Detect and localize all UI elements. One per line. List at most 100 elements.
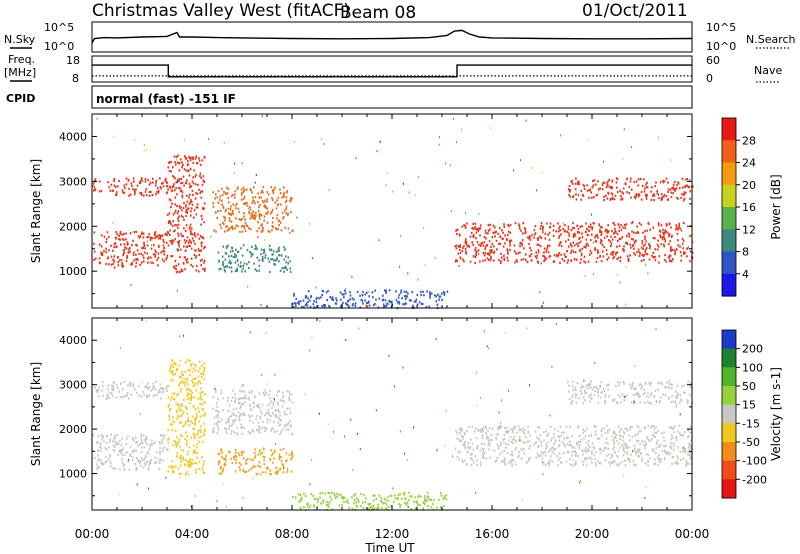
- noise-cell: [526, 327, 528, 330]
- echo-cell: [617, 223, 620, 226]
- echo-cell: [440, 494, 443, 497]
- echo-cell: [217, 416, 220, 419]
- echo-cell: [234, 190, 237, 193]
- noise-cell: [257, 236, 259, 239]
- echo-cell: [619, 381, 621, 384]
- echo-cell: [340, 298, 342, 301]
- echo-cell: [111, 394, 114, 397]
- echo-cell: [471, 458, 474, 461]
- echo-cell: [614, 235, 616, 239]
- noise-cell: [266, 382, 268, 385]
- echo-cell: [224, 252, 227, 255]
- noise-cell: [458, 264, 460, 267]
- echo-cell: [198, 188, 200, 191]
- noise-cell: [478, 212, 480, 215]
- echo-cell: [472, 235, 475, 238]
- echo-cell: [252, 196, 254, 199]
- echo-cell: [646, 436, 648, 439]
- echo-cell: [594, 239, 597, 242]
- echo-cell: [321, 293, 323, 297]
- echo-cell: [475, 427, 477, 430]
- echo-cell: [135, 261, 138, 264]
- echo-cell: [240, 188, 243, 191]
- noise-cell: [283, 467, 285, 470]
- echo-cell: [203, 460, 205, 463]
- echo-cell: [165, 241, 168, 244]
- noise-cell: [194, 494, 196, 497]
- echo-cell: [519, 251, 521, 254]
- echo-cell: [623, 442, 626, 445]
- echo-cell: [409, 495, 411, 498]
- freq-strip-frame: [91, 55, 693, 83]
- echo-cell: [244, 401, 246, 404]
- echo-cell: [146, 382, 149, 385]
- echo-cell: [583, 187, 586, 190]
- echo-cell: [221, 470, 224, 473]
- echo-cell: [608, 185, 611, 188]
- echo-cell: [224, 464, 227, 467]
- echo-cell: [507, 223, 509, 226]
- echo-cell: [216, 196, 219, 199]
- echo-cell: [198, 159, 201, 162]
- colorbar-tick-label: 50: [742, 380, 756, 393]
- echo-cell: [494, 460, 496, 463]
- echo-cell: [464, 446, 467, 449]
- echo-cell: [331, 508, 334, 511]
- echo-cell: [188, 446, 191, 449]
- noise-cell: [358, 327, 360, 330]
- echo-cell: [100, 450, 102, 453]
- echo-cell: [220, 226, 223, 229]
- echo-cell: [243, 227, 246, 230]
- echo-cell: [235, 458, 237, 461]
- echo-cell: [644, 250, 646, 253]
- echo-cell: [298, 500, 300, 503]
- echo-cell: [199, 392, 201, 395]
- echo-cell: [675, 435, 677, 439]
- echo-cell: [500, 425, 503, 428]
- echo-cell: [586, 189, 589, 192]
- echo-cell: [604, 393, 607, 396]
- echo-cell: [190, 390, 192, 393]
- echo-cell: [177, 393, 179, 396]
- echo-cell: [500, 260, 502, 263]
- echo-cell: [558, 234, 561, 237]
- echo-cell: [558, 244, 560, 247]
- echo-cell: [128, 187, 130, 190]
- echo-cell: [591, 450, 593, 453]
- echo-cell: [469, 260, 472, 263]
- echo-cell: [174, 163, 177, 166]
- echo-cell: [506, 248, 509, 252]
- echo-cell: [498, 447, 500, 450]
- echo-cell: [216, 422, 218, 425]
- echo-cell: [603, 195, 605, 198]
- echo-cell: [559, 456, 561, 459]
- echo-cell: [388, 289, 391, 292]
- echo-cell: [117, 185, 119, 188]
- echo-cell: [119, 451, 122, 454]
- echo-cell: [636, 231, 639, 234]
- echo-cell: [190, 257, 193, 260]
- echo-cell: [99, 262, 101, 265]
- echo-cell: [585, 222, 587, 225]
- echo-cell: [234, 454, 237, 458]
- echo-cell: [481, 447, 483, 450]
- echo-cell: [194, 408, 197, 411]
- echo-cell: [587, 233, 589, 237]
- echo-cell: [604, 401, 606, 404]
- echo-cell: [242, 468, 244, 471]
- echo-cell: [92, 185, 94, 188]
- echo-cell: [288, 393, 291, 396]
- echo-cell: [279, 448, 282, 451]
- echo-cell: [125, 247, 128, 250]
- freq-tick-bottom: 8: [72, 72, 79, 85]
- echo-cell: [230, 220, 233, 223]
- echo-cell: [241, 432, 244, 435]
- echo-cell: [242, 403, 244, 406]
- echo-cell: [193, 444, 195, 447]
- echo-cell: [356, 505, 359, 508]
- echo-cell: [126, 241, 129, 244]
- echo-cell: [470, 438, 472, 441]
- echo-cell: [490, 245, 492, 248]
- echo-cell: [217, 210, 219, 213]
- echo-cell: [159, 236, 162, 239]
